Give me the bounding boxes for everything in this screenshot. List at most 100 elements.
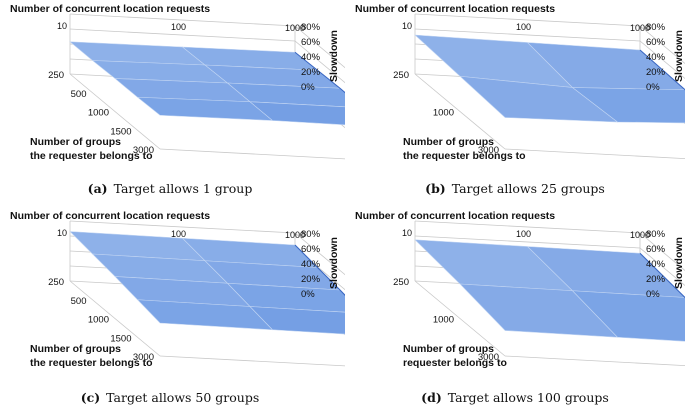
surface-d [414, 239, 685, 342]
z-tick-label: 40% [646, 259, 666, 270]
y-tick-label: 1000 [433, 315, 454, 326]
x-ticks-b: 10 100 1000 [402, 21, 650, 33]
surface-plot-d: Number of concurrent location requests 1… [355, 210, 685, 369]
z-axis-title-b: Slowdown [673, 30, 685, 82]
z-tick-label: 60% [301, 244, 321, 255]
z-tick-label: 40% [646, 52, 666, 63]
surface-plot-a: Number of concurrent location requests 1… [10, 3, 390, 163]
x-tick-label: 10 [57, 21, 67, 31]
floor-edge [159, 148, 386, 162]
floor-edge [159, 355, 386, 369]
surface-patch [526, 42, 685, 91]
caption-label-a: (a) [87, 181, 108, 196]
y-ticks-c: 250 500 1000 1500 3000 [48, 277, 154, 363]
y-axis-title-line2-b: the requester belongs to [403, 150, 526, 162]
caption-label-b: (b) [425, 181, 446, 196]
chart-panel-a: Number of concurrent location requests 1… [0, 0, 390, 183]
surface-patch [571, 87, 685, 124]
y-tick-label: 1500 [110, 126, 131, 137]
x-tick-label: 100 [171, 229, 186, 239]
z-tick-label: 0% [646, 82, 660, 93]
y-axis-title-line1-c: Number of groups [30, 343, 121, 355]
floor-edge [414, 280, 506, 357]
x-tick-label: 1000 [630, 23, 650, 33]
z-tick-label: 80% [646, 229, 666, 240]
z-tick-label: 40% [301, 52, 321, 63]
y-tick-label: 500 [71, 89, 87, 100]
z-tick-label: 0% [301, 82, 315, 93]
caption-text-b: Target allows 25 groups [451, 181, 605, 196]
z-tick-label: 80% [301, 22, 321, 33]
caption-a: (a) Target allows 1 group [0, 181, 340, 196]
floor-edge [69, 73, 161, 150]
x-tick-label: 10 [402, 228, 412, 238]
y-tick-label: 3000 [133, 352, 154, 363]
y-tick-label: 1000 [88, 315, 109, 326]
y-tick-label: 500 [71, 296, 87, 307]
y-tick-label: 1000 [88, 108, 109, 119]
z-tick-label: 80% [646, 22, 666, 33]
x-tick-label: 1000 [285, 230, 305, 240]
chart-panel-c: Number of concurrent location requests 1… [0, 207, 390, 390]
floor-edge [69, 280, 161, 357]
surface-a [69, 41, 386, 128]
y-tick-label: 250 [48, 277, 64, 288]
z-tick-label: 20% [646, 274, 666, 285]
z-ticks-a: 0% 20% 40% 60% 80% [301, 22, 321, 93]
caption-label-c: (c) [80, 390, 101, 405]
chart-panel-d: Number of concurrent location requests 1… [345, 207, 685, 390]
caption-text-d: Target allows 100 groups [447, 390, 609, 405]
y-tick-label: 1000 [433, 108, 454, 119]
y-tick-label: 250 [48, 70, 64, 81]
x-tick-label: 10 [402, 21, 412, 31]
y-axis-title-line1-a: Number of groups [30, 136, 121, 148]
y-axis-title-line1-d: Number of groups [403, 343, 494, 355]
z-tick-label: 40% [301, 259, 321, 270]
caption-c: (c) Target allows 50 groups [0, 390, 340, 405]
z-axis-title-c: Slowdown [328, 237, 340, 289]
x-axis-title-a: Number of concurrent location requests [10, 3, 210, 15]
surface-front-edge [639, 252, 685, 299]
y-axis-title-line2-a: the requester belongs to [30, 150, 153, 162]
surface-plot-b: Number of concurrent location requests 1… [355, 3, 685, 162]
caption-b: (b) Target allows 25 groups [345, 181, 685, 196]
y-tick-label: 3000 [133, 145, 154, 156]
floor-edge [414, 73, 506, 150]
caption-d: (d) Target allows 100 groups [345, 390, 685, 405]
y-tick-label: 1500 [110, 333, 131, 344]
chart-panel-b: Number of concurrent location requests 1… [345, 0, 685, 183]
z-tick-label: 20% [646, 67, 666, 78]
z-ticks-d: 0% 20% 40% 60% 80% [646, 229, 666, 300]
caption-text-a: Target allows 1 group [113, 181, 253, 196]
x-tick-label: 100 [516, 22, 531, 32]
surface-plot-c: Number of concurrent location requests 1… [10, 210, 390, 370]
z-tick-label: 0% [646, 289, 660, 300]
floor-edge [504, 148, 685, 160]
floor-edge [504, 355, 685, 367]
z-axis-title-d: Slowdown [673, 237, 685, 289]
surface-patch [69, 41, 206, 66]
z-tick-label: 60% [646, 37, 666, 48]
z-ticks-c: 0% 20% 40% 60% 80% [301, 229, 321, 300]
z-tick-label: 20% [301, 67, 321, 78]
x-ticks-c: 10 100 1000 [57, 228, 305, 240]
x-axis-title-b: Number of concurrent location requests [355, 3, 555, 15]
x-axis-title-c: Number of concurrent location requests [10, 210, 210, 222]
caption-text-c: Target allows 50 groups [106, 390, 260, 405]
x-axis-title-d: Number of concurrent location requests [355, 210, 555, 222]
surface-front-edge [639, 49, 685, 91]
y-axis-title-line1-b: Number of groups [403, 136, 494, 148]
x-tick-label: 1000 [630, 230, 650, 240]
x-tick-label: 100 [516, 229, 531, 239]
x-tick-label: 100 [171, 22, 186, 32]
y-axis-title-line2-c: the requester belongs to [30, 357, 153, 369]
y-tick-label: 250 [393, 70, 409, 81]
y-tick-label: 3000 [478, 145, 499, 156]
y-tick-label: 250 [393, 277, 409, 288]
y-ticks-b: 250 1000 3000 [393, 70, 499, 156]
z-axis-title-a: Slowdown [328, 30, 340, 82]
x-ticks-a: 10 100 1000 [57, 21, 305, 33]
caption-label-d: (d) [421, 390, 442, 405]
y-ticks-d: 250 1000 3000 [393, 277, 499, 363]
z-tick-label: 0% [301, 289, 315, 300]
